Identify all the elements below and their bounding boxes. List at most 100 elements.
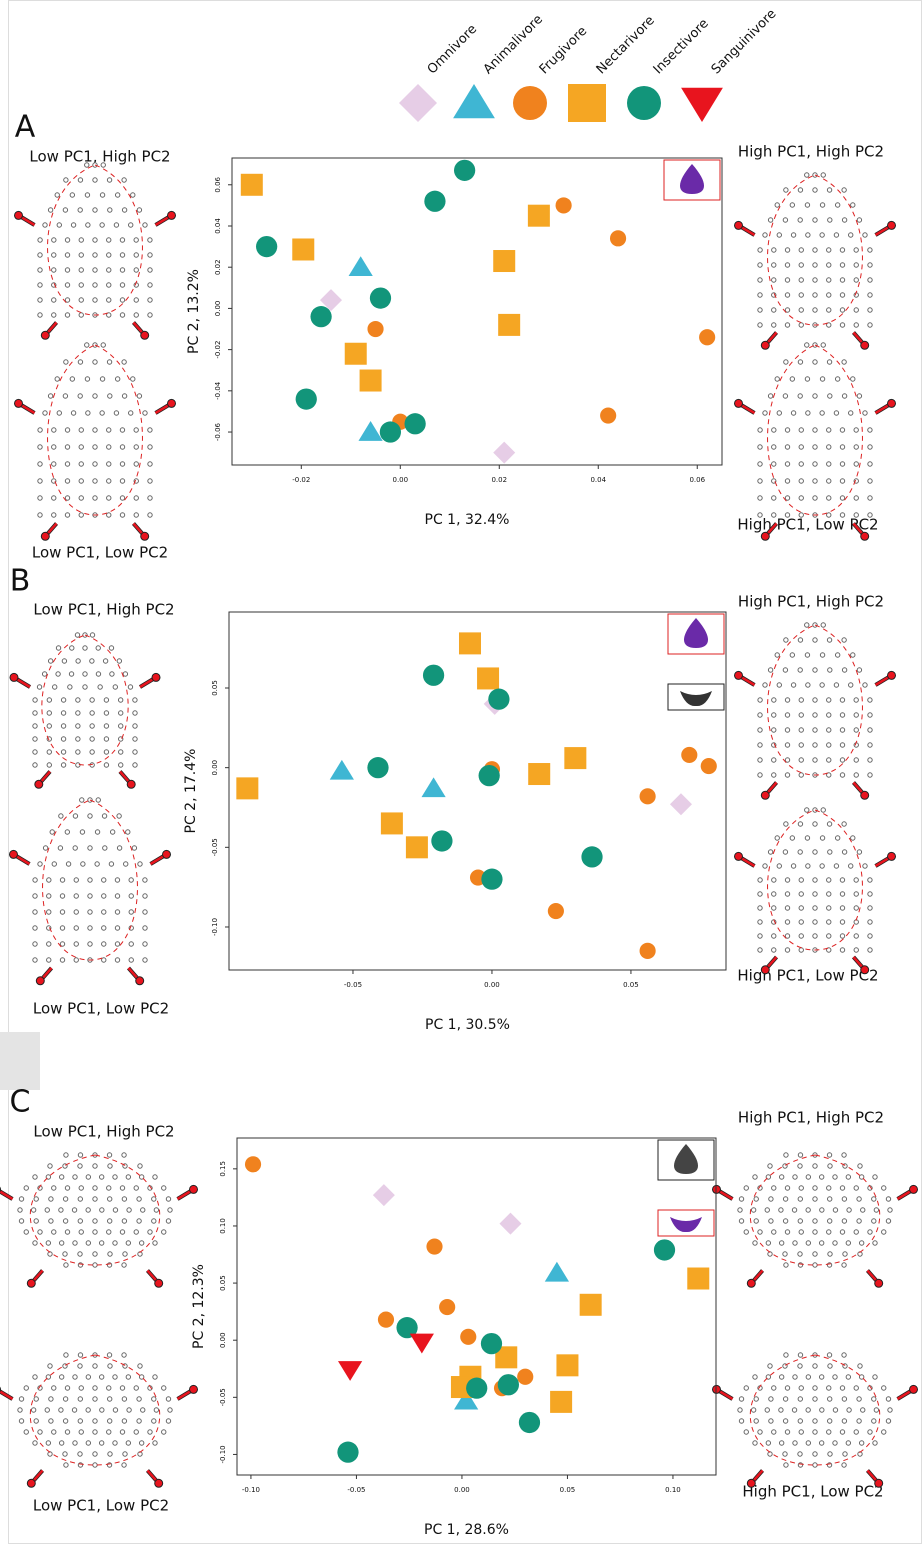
landmark [828, 394, 832, 398]
landmark [120, 268, 124, 272]
data-point [581, 846, 602, 867]
landmark [104, 711, 108, 715]
landmark [43, 411, 47, 415]
landmark [59, 814, 63, 818]
landmark [58, 846, 62, 850]
landmark [148, 1430, 152, 1434]
landmark [857, 668, 861, 672]
annotation: High PC1, Low PC2 [737, 967, 878, 985]
landmark [64, 360, 68, 364]
landmark [137, 208, 141, 212]
landmark [107, 479, 111, 483]
data-point [454, 160, 475, 181]
landmark [758, 293, 762, 297]
landmark [38, 238, 42, 242]
landmark [93, 208, 97, 212]
landmark [133, 724, 137, 728]
landmark [65, 238, 69, 242]
landmark [104, 737, 108, 741]
y-tick-label: 0.10 [219, 1218, 227, 1234]
landmark [122, 1419, 126, 1423]
landmark [798, 360, 802, 364]
landmark [854, 445, 858, 449]
landmark [134, 253, 138, 257]
landmark [73, 1241, 77, 1245]
landmark [868, 462, 872, 466]
landmark [109, 646, 113, 650]
landmark [886, 1419, 890, 1423]
landmark [31, 1208, 35, 1212]
landmark [842, 822, 846, 826]
landmark [133, 698, 137, 702]
landmark [73, 1175, 77, 1179]
landmark [47, 763, 51, 767]
landmark [70, 646, 74, 650]
landmark [52, 462, 56, 466]
landmark [31, 1408, 35, 1412]
landmark [840, 892, 844, 896]
landmark [758, 948, 762, 952]
landmark [798, 1397, 802, 1401]
landmark [769, 1397, 773, 1401]
landmark [107, 268, 111, 272]
y-axis-label: PC 2, 12.3% [191, 1264, 207, 1349]
landmark [840, 1230, 844, 1234]
landmark [72, 1208, 76, 1212]
data-point [528, 763, 550, 785]
landmark [827, 445, 831, 449]
landmark [854, 462, 858, 466]
landmark [24, 1430, 28, 1434]
landmark [109, 862, 113, 866]
landmark [798, 394, 802, 398]
landmark [827, 698, 831, 702]
y-tick-label: -0.10 [211, 918, 219, 936]
landmark [792, 1208, 796, 1212]
data-point [373, 1184, 395, 1206]
landmark [798, 668, 802, 672]
landmark [48, 394, 52, 398]
landmark [78, 1364, 82, 1368]
landmark [820, 233, 824, 237]
landmark [65, 496, 69, 500]
landmark [868, 773, 872, 777]
landmark [61, 711, 65, 715]
landmark [784, 822, 788, 826]
landmark [827, 462, 831, 466]
data-point [687, 1268, 709, 1290]
landmark [52, 1230, 56, 1234]
landmark [134, 1430, 138, 1434]
landmark [840, 728, 844, 732]
landmark [820, 1208, 824, 1212]
landmark [828, 850, 832, 854]
landmark [827, 713, 831, 717]
landmark [107, 360, 111, 364]
landmark [854, 934, 858, 938]
arrow-head [761, 791, 769, 799]
landmark [133, 750, 137, 754]
landmark [126, 1241, 130, 1245]
landmark [768, 1252, 772, 1256]
landmark [65, 1186, 69, 1190]
arrow-head [141, 532, 149, 540]
landmark [107, 445, 111, 449]
landmark [799, 496, 803, 500]
landmark [154, 1408, 158, 1412]
landmark [827, 1186, 831, 1190]
landmark [873, 1241, 877, 1245]
landmark [73, 846, 77, 850]
landmark [139, 1241, 143, 1245]
landmark [813, 1219, 817, 1223]
landmark [83, 672, 87, 676]
landmark [93, 1452, 97, 1456]
landmark [785, 1386, 789, 1390]
landmark [64, 1263, 68, 1267]
landmark [52, 513, 56, 517]
figure: OmnivoreAnimalivoreFrugivoreNectarivoreI… [0, 0, 923, 1545]
landmark [115, 958, 119, 962]
landmark [33, 878, 37, 882]
landmark [827, 479, 831, 483]
landmark [117, 814, 121, 818]
landmark [63, 394, 67, 398]
landmark [827, 1419, 831, 1423]
landmark [772, 428, 776, 432]
